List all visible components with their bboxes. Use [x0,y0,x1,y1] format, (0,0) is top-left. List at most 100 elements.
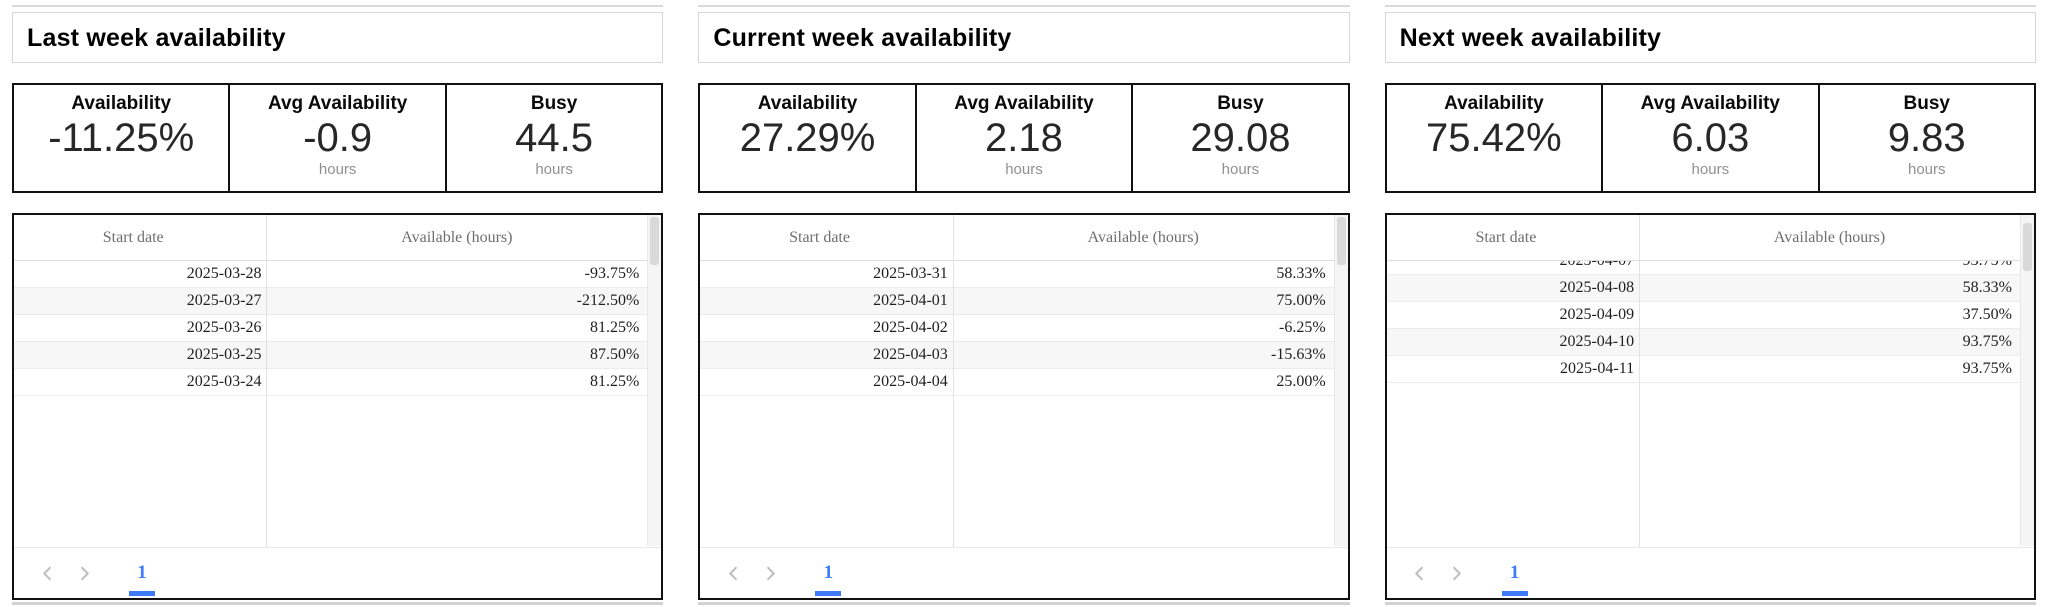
table-row: 2025-04-07 93.75% [1386,261,2034,275]
previous-page-button[interactable] [720,560,746,586]
next-page-button[interactable] [757,560,783,586]
clipped-content-above [698,5,1350,7]
stat-avg-availability: Avg Availability 2.18 hours [914,85,1131,191]
table-header: Start date Available (hours) [700,215,1348,261]
chevron-left-icon [42,566,51,580]
table-row: 2025-04-04 25.00% [700,369,1348,396]
clipped-content-below [12,602,664,605]
stat-label: Avg Availability [954,93,1094,114]
table-scrollbar[interactable] [1333,215,1348,546]
stat-busy: Busy 29.08 hours [1131,85,1347,191]
cell-available: 25.00% [1276,373,1326,390]
table-body: 2025-03-28 -93.75% 2025-03-27 -212.50% 2… [14,261,662,547]
pagination: 1 [14,548,662,598]
panel-next-week-availability: Next week availability Availability 75.4… [1384,5,2036,605]
cell-start-date: 2025-04-02 [873,319,948,336]
table-row: 2025-03-24 81.25% [14,369,662,396]
cell-start-date: 2025-03-24 [186,373,262,390]
column-header-available-hours: Available (hours) [401,228,513,246]
cell-available: 81.25% [589,319,640,336]
table-scroll-area: Start date Available (hours) 2025-04-07 … [1386,215,2034,548]
cell-available: 58.33% [1276,265,1326,282]
clipped-content-below [698,602,1350,605]
cell-start-date: 2025-03-28 [186,265,262,282]
table-row: 2025-04-03 -15.63% [700,342,1348,369]
next-page-button[interactable] [71,560,97,586]
cell-available: 93.75% [1962,333,2012,350]
scrollbar-thumb[interactable] [1336,217,1346,265]
previous-page-button[interactable] [1407,560,1433,586]
stat-label: Avg Availability [1640,93,1780,114]
cell-available: 93.75% [1639,261,2034,270]
stat-unit: hours [535,160,573,178]
stat-availability: Availability 27.29% [700,85,914,191]
cell-available: -15.63% [1270,346,1326,363]
page-1-button[interactable]: 1 [1499,562,1531,596]
stat-value: 27.29% [739,116,876,160]
next-page-button[interactable] [1444,560,1470,586]
stat-label: Availability [71,93,172,114]
stat-avg-availability: Avg Availability -0.9 hours [228,85,444,191]
cell-start-date: 2025-04-03 [873,346,948,363]
page-1-button[interactable]: 1 [812,562,844,596]
panel-title: Last week availability [27,24,286,52]
scrollbar-thumb[interactable] [2022,223,2032,271]
cell-start-date: 2025-04-07 [1387,261,1639,270]
clipped-content-below [1384,602,2036,605]
table-row: 2025-04-08 58.33% [1386,275,2034,302]
stat-busy: Busy 9.83 hours [1817,85,2034,191]
stat-unit: hours [1691,160,1730,178]
cell-start-date: 2025-04-10 [1559,333,1635,350]
table-rows: 2025-04-07 93.75% 2025-04-08 58.33% 2025… [1386,261,2034,383]
table-row: 2025-03-26 81.25% [14,315,662,342]
table-scrollbar[interactable] [2019,215,2034,546]
stat-label: Availability [1444,93,1544,114]
stats-summary: Availability 27.29% Avg Availability 2.1… [698,83,1350,193]
stat-availability: Availability -11.25% [14,85,228,191]
pagination: 1 [700,548,1348,598]
stat-label: Busy [530,93,578,114]
table-header: Start date Available (hours) [1386,215,2034,261]
cell-available: -212.50% [576,292,640,309]
chevron-right-icon [1453,566,1461,580]
panel-last-week-availability: Last week availability Availability -11.… [12,5,664,605]
cell-available: 58.33% [1962,279,2012,296]
table-scroll-area: Start date Available (hours) 2025-03-28 … [14,215,662,548]
stat-value: 2.18 [985,116,1063,160]
stat-label: Busy [1903,93,1950,114]
cell-start-date: 2025-04-08 [1559,279,1635,296]
clipped-content-above [12,5,664,7]
previous-page-button[interactable] [34,560,60,586]
cell-available: 37.50% [1962,306,2012,323]
stats-summary: Availability 75.42% Avg Availability 6.0… [1384,83,2036,193]
stat-value: -11.25% [48,116,195,160]
cell-available: 81.25% [589,373,640,390]
stat-unit: hours [1005,160,1043,178]
cell-available: 87.50% [589,346,640,363]
scrollbar-thumb[interactable] [650,217,660,265]
stat-label: Availability [757,93,858,114]
table-rows: 2025-03-28 -93.75% 2025-03-27 -212.50% 2… [14,261,662,396]
column-header-start-date: Start date [102,228,164,246]
panel-header: Current week availability [698,12,1350,63]
stat-value: 44.5 [515,116,594,160]
clipped-content-above [1384,5,2036,7]
table-row: 2025-04-11 93.75% [1386,356,2034,383]
table-row: 2025-03-27 -212.50% [14,288,662,315]
stat-value: 9.83 [1887,116,1966,160]
table-row: 2025-04-02 -6.25% [700,315,1348,342]
panel-current-week-availability: Current week availability Availability 2… [698,5,1350,605]
stats-summary: Availability -11.25% Avg Availability -0… [12,83,664,193]
stat-label: Avg Availability [267,93,408,114]
table-row: 2025-03-31 58.33% [700,261,1348,288]
page-1-button[interactable]: 1 [126,562,158,596]
column-header-available-hours: Available (hours) [1773,228,1886,246]
table-header: Start date Available (hours) [14,215,662,261]
panel-header: Last week availability [12,12,664,63]
stat-unit: hours [1221,160,1260,178]
table-row: 2025-04-09 37.50% [1386,302,2034,329]
cell-start-date: 2025-04-11 [1560,360,1635,377]
table-scrollbar[interactable] [647,215,662,546]
stat-unit: hours [1907,160,1946,178]
